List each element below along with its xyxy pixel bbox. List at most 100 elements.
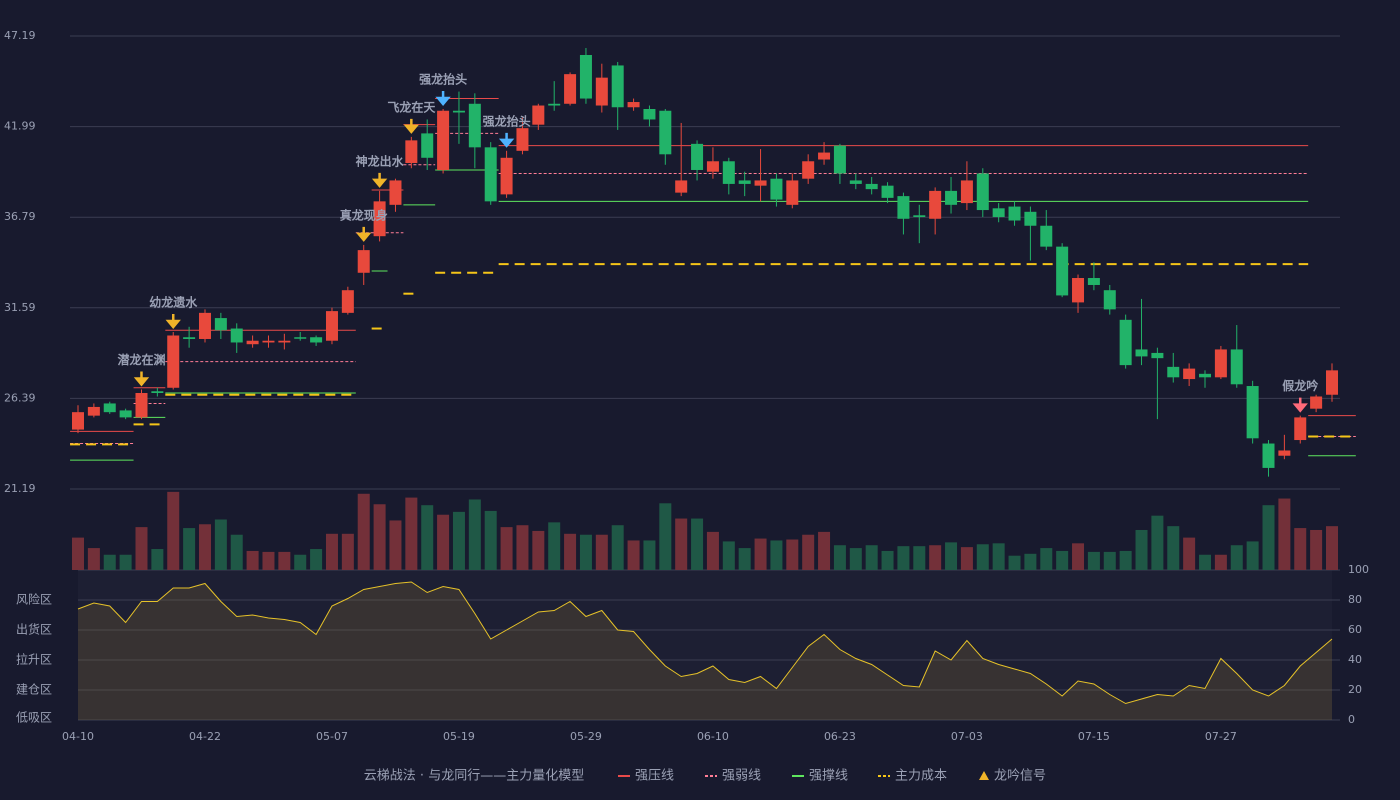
candle-body <box>1294 417 1307 441</box>
x-tick-label: 06-10 <box>697 730 729 743</box>
osc-zone-label: 风险区 <box>16 592 52 607</box>
candle-body <box>1167 366 1180 378</box>
x-tick-label: 07-27 <box>1205 730 1237 743</box>
candle-body <box>960 180 973 204</box>
candle-body <box>897 196 910 219</box>
volume-bar <box>135 527 148 570</box>
volume-bar <box>1008 555 1021 570</box>
volume-bar <box>151 549 164 570</box>
candle-body <box>913 215 926 218</box>
volume-bar <box>468 499 481 570</box>
candle-body <box>1056 246 1069 296</box>
candle-body <box>1230 349 1243 385</box>
volume-bar <box>738 548 751 570</box>
candle-body <box>151 391 164 393</box>
candle-body <box>214 318 227 331</box>
volume-bar <box>1087 551 1100 570</box>
osc-line <box>77 581 1333 705</box>
legend-label: 龙吟信号 <box>994 768 1046 784</box>
volume-bar <box>1103 551 1116 570</box>
osc-zone-label: 建仓区 <box>16 683 52 697</box>
candle-body <box>246 340 259 345</box>
candle-body <box>1199 373 1212 378</box>
candle-body <box>992 208 1005 218</box>
candle-body <box>278 340 291 343</box>
candle-body <box>198 312 211 339</box>
x-tick-label: 05-29 <box>570 730 602 743</box>
volume-bar <box>1135 529 1148 570</box>
volume-bar <box>897 546 910 570</box>
candle-body <box>262 340 275 343</box>
candle-body <box>1310 396 1323 409</box>
candle-body <box>405 140 418 164</box>
candle-body <box>945 190 958 205</box>
x-tick-label: 04-10 <box>62 730 94 743</box>
volume-bar <box>722 541 735 570</box>
volume-bar <box>929 545 942 570</box>
candle-body <box>294 337 307 339</box>
signal-label: 假龙吟 <box>1282 378 1318 393</box>
candle-body <box>167 335 180 388</box>
candle-body <box>595 77 608 106</box>
volume-bar <box>659 503 672 570</box>
volume-bar <box>786 539 799 570</box>
candle-body <box>119 410 132 418</box>
candle-body <box>564 74 577 104</box>
candle-body <box>738 180 751 184</box>
candle-body <box>1024 211 1037 226</box>
volume-bar <box>325 533 338 570</box>
volume-bar <box>532 530 545 570</box>
signal-arrow <box>498 132 515 148</box>
candle-body <box>548 103 561 106</box>
candle-body <box>643 109 656 120</box>
signal-arrow <box>371 172 388 188</box>
volume-bar <box>754 538 767 570</box>
volume-bar <box>1294 528 1307 570</box>
volume-bar <box>421 505 434 570</box>
volume-bar <box>516 525 529 570</box>
candle-body <box>72 412 84 430</box>
volume-bar <box>611 525 624 570</box>
volume-bar <box>1199 554 1212 570</box>
volume-bar <box>1310 529 1323 570</box>
y-tick-label: 36.79 <box>4 210 36 223</box>
volume-bar <box>802 534 815 570</box>
x-tick-label: 06-23 <box>824 730 856 743</box>
volume-bar <box>818 531 831 570</box>
volume-bar <box>564 533 577 570</box>
signal-label: 强龙抬头 <box>419 72 467 87</box>
candle-body <box>325 311 338 341</box>
osc-tick-label: 40 <box>1348 653 1362 666</box>
volume-bar <box>1214 554 1227 570</box>
candle-body <box>976 173 989 211</box>
candle-body <box>230 328 243 343</box>
volume-bar <box>1151 515 1164 570</box>
candle-body <box>1246 386 1259 439</box>
volume-bar <box>643 540 656 570</box>
x-tick-label: 05-07 <box>316 730 348 743</box>
volume-bar <box>119 554 132 570</box>
osc-zone-label: 出货区 <box>16 622 52 637</box>
volume-bar <box>675 518 688 570</box>
candle-body <box>341 290 354 313</box>
volume-bar <box>72 537 84 570</box>
volume-bar <box>214 519 227 570</box>
candle-body <box>770 178 783 200</box>
candle-body <box>881 185 894 198</box>
candle-body <box>691 143 704 170</box>
volume-bar <box>1119 550 1132 570</box>
volume-bar <box>294 554 307 570</box>
candle-body <box>500 157 513 195</box>
x-tick-label: 07-15 <box>1078 730 1110 743</box>
signal-label: 幼龙遗水 <box>149 295 198 310</box>
candle-body <box>1135 349 1148 357</box>
candle-body <box>754 180 767 186</box>
x-tick-label: 05-19 <box>443 730 475 743</box>
volume-bar <box>500 527 513 570</box>
candle-body <box>818 152 831 160</box>
volume-bar <box>341 533 354 570</box>
volume-bar <box>1056 550 1069 570</box>
signal-arrow <box>165 314 181 329</box>
osc-area <box>78 582 1332 720</box>
